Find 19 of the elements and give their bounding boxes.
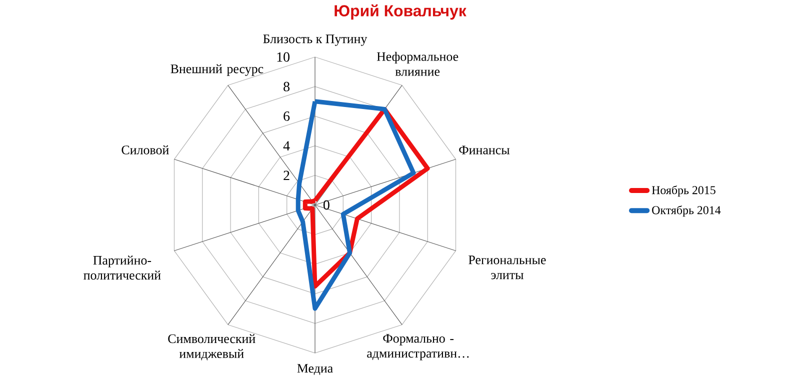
spoke-label: Региональные элиты xyxy=(468,256,546,280)
y-tick-label: 2 xyxy=(284,170,290,180)
spoke-label: Формально - административн… xyxy=(367,334,469,360)
legend-label: Октябрь 2014 xyxy=(652,206,721,217)
legend-label: Ноябрь 2015 xyxy=(652,186,716,197)
y-tick-label: 10 xyxy=(277,52,290,62)
spoke-label: Неформальное влияние xyxy=(376,52,458,76)
y-tick-label: 6 xyxy=(284,112,290,121)
y-tick-label: 0 xyxy=(323,200,330,210)
chart-title: Юрий Ковальчук xyxy=(334,4,466,20)
spoke-label: Партийно-политический xyxy=(84,256,161,280)
spoke-label: Финансы xyxy=(459,146,510,154)
spoke-label: Близость к Путину xyxy=(263,34,368,46)
spoke-label: Медиа xyxy=(297,364,333,376)
y-tick-label: 4 xyxy=(283,141,290,150)
spoke-label: Внешний ресурс xyxy=(170,64,264,76)
y-tick-label: 8 xyxy=(284,82,290,92)
spoke-label: Силовой xyxy=(122,145,169,154)
spoke-label: Символический имиджевый xyxy=(168,334,256,360)
